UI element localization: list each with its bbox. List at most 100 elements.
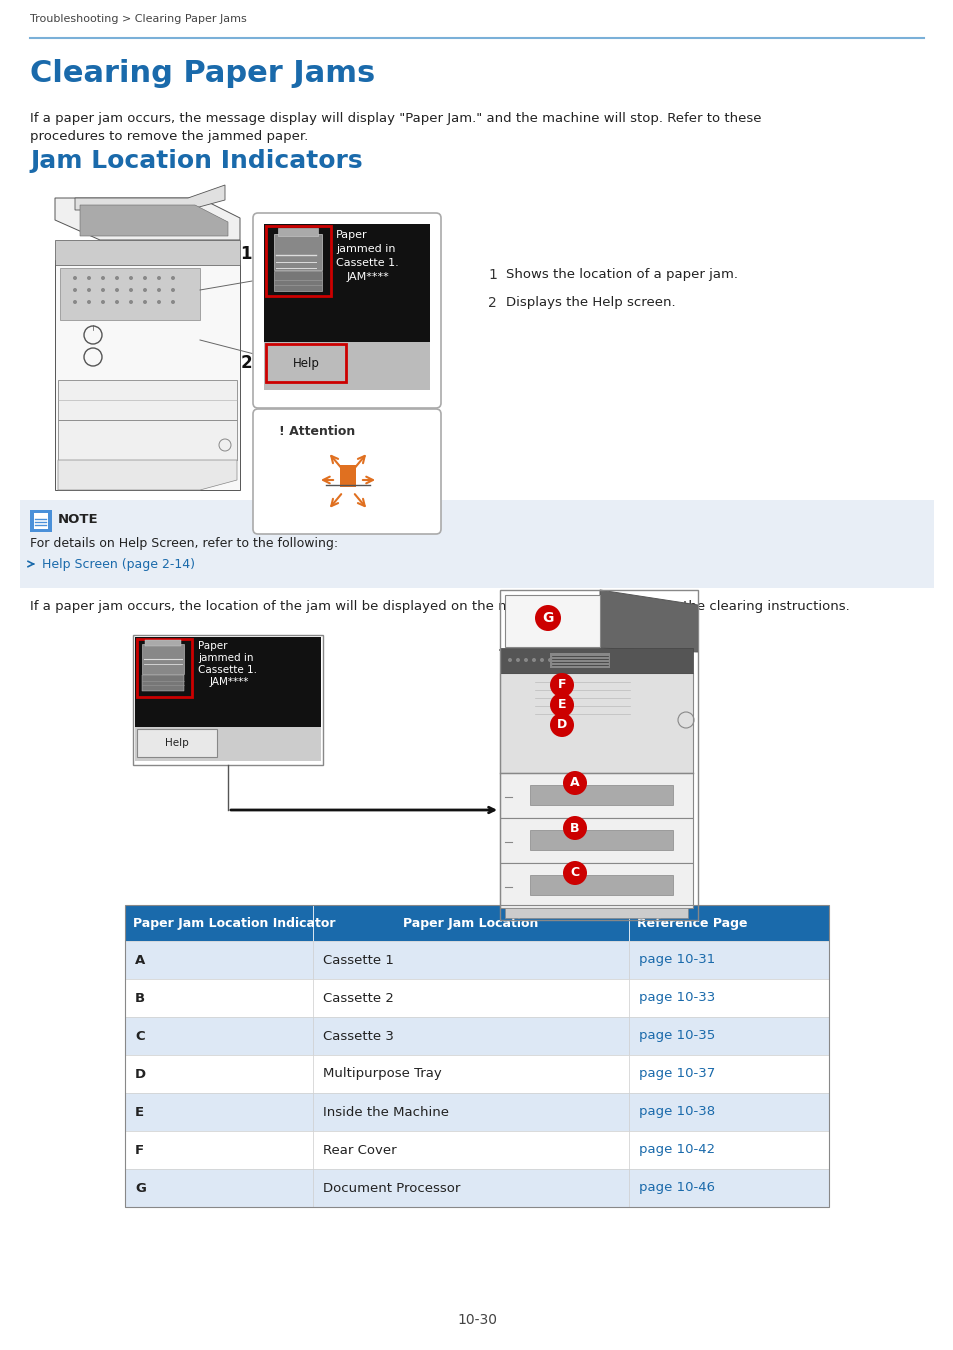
Bar bbox=[339, 464, 355, 487]
Bar bbox=[135, 637, 320, 728]
Text: Reference Page: Reference Page bbox=[637, 917, 747, 930]
Circle shape bbox=[129, 288, 132, 292]
Circle shape bbox=[101, 288, 105, 292]
Text: D: D bbox=[557, 718, 566, 732]
Text: ! Attention: ! Attention bbox=[278, 425, 355, 437]
Text: C: C bbox=[570, 867, 579, 879]
Circle shape bbox=[143, 300, 147, 304]
Polygon shape bbox=[80, 205, 228, 236]
Text: NOTE: NOTE bbox=[58, 513, 98, 526]
Bar bbox=[274, 271, 322, 292]
Circle shape bbox=[115, 300, 119, 304]
Polygon shape bbox=[599, 590, 698, 652]
FancyBboxPatch shape bbox=[253, 213, 440, 408]
Circle shape bbox=[516, 657, 519, 661]
Text: page 10-31: page 10-31 bbox=[639, 953, 715, 967]
Bar bbox=[20, 500, 933, 589]
Bar bbox=[628, 979, 828, 1017]
Bar bbox=[628, 941, 828, 979]
Text: B: B bbox=[135, 991, 145, 1004]
Circle shape bbox=[547, 657, 552, 661]
Text: F: F bbox=[558, 679, 566, 691]
Text: Paper: Paper bbox=[335, 230, 367, 240]
Circle shape bbox=[129, 300, 132, 304]
Circle shape bbox=[507, 657, 512, 661]
Circle shape bbox=[87, 275, 91, 279]
Text: Multipurpose Tray: Multipurpose Tray bbox=[323, 1068, 441, 1080]
Circle shape bbox=[73, 300, 77, 304]
Polygon shape bbox=[75, 185, 225, 211]
Circle shape bbox=[171, 275, 174, 279]
Circle shape bbox=[115, 288, 119, 292]
Text: page 10-42: page 10-42 bbox=[639, 1143, 715, 1157]
Circle shape bbox=[171, 300, 174, 304]
Bar bbox=[266, 344, 346, 382]
Bar bbox=[145, 640, 181, 647]
Text: D: D bbox=[135, 1068, 146, 1080]
Bar bbox=[313, 1017, 628, 1054]
Bar bbox=[132, 634, 323, 765]
Bar bbox=[264, 224, 430, 342]
Text: 1: 1 bbox=[240, 244, 252, 263]
Polygon shape bbox=[55, 198, 240, 240]
Text: Troubleshooting > Clearing Paper Jams: Troubleshooting > Clearing Paper Jams bbox=[30, 14, 247, 24]
Bar bbox=[628, 1169, 828, 1207]
Text: Cassette 3: Cassette 3 bbox=[323, 1030, 394, 1042]
Text: page 10-46: page 10-46 bbox=[639, 1181, 714, 1195]
Bar bbox=[628, 904, 828, 941]
Circle shape bbox=[532, 657, 536, 661]
Text: Document Processor: Document Processor bbox=[323, 1181, 460, 1195]
Circle shape bbox=[157, 300, 161, 304]
Circle shape bbox=[157, 288, 161, 292]
Text: Paper Jam Location: Paper Jam Location bbox=[403, 917, 538, 930]
Polygon shape bbox=[60, 269, 200, 320]
Bar bbox=[34, 513, 48, 529]
Text: A: A bbox=[570, 776, 579, 790]
Circle shape bbox=[129, 275, 132, 279]
Bar bbox=[142, 675, 184, 691]
Bar bbox=[530, 875, 672, 895]
Circle shape bbox=[73, 275, 77, 279]
Text: E: E bbox=[558, 698, 566, 711]
Text: Paper Jam Location Indicator: Paper Jam Location Indicator bbox=[132, 917, 335, 930]
Bar bbox=[125, 904, 313, 941]
Bar bbox=[313, 904, 628, 941]
Text: C: C bbox=[135, 1030, 145, 1042]
Text: JAM****: JAM**** bbox=[210, 676, 249, 687]
Polygon shape bbox=[58, 460, 236, 490]
Bar bbox=[628, 1017, 828, 1054]
Circle shape bbox=[157, 275, 161, 279]
Text: page 10-38: page 10-38 bbox=[639, 1106, 715, 1119]
Text: Cassette 1: Cassette 1 bbox=[323, 953, 394, 967]
Bar bbox=[530, 784, 672, 805]
Bar bbox=[313, 979, 628, 1017]
Text: Inside the Machine: Inside the Machine bbox=[323, 1106, 449, 1119]
Circle shape bbox=[562, 861, 586, 886]
Circle shape bbox=[562, 815, 586, 840]
Text: B: B bbox=[570, 822, 579, 834]
Text: G: G bbox=[135, 1181, 146, 1195]
Circle shape bbox=[562, 771, 586, 795]
FancyBboxPatch shape bbox=[253, 409, 440, 535]
Bar bbox=[313, 1131, 628, 1169]
Circle shape bbox=[87, 300, 91, 304]
Text: Help: Help bbox=[293, 356, 319, 370]
Polygon shape bbox=[55, 261, 240, 490]
Text: If a paper jam occurs, the message display will display "Paper Jam." and the mac: If a paper jam occurs, the message displ… bbox=[30, 112, 760, 126]
Bar bbox=[504, 909, 687, 918]
Bar bbox=[499, 863, 692, 909]
Circle shape bbox=[535, 605, 560, 630]
Text: G: G bbox=[541, 612, 553, 625]
Bar bbox=[313, 1169, 628, 1207]
Bar bbox=[125, 904, 828, 1207]
Text: For details on Help Screen, refer to the following:: For details on Help Screen, refer to the… bbox=[30, 537, 337, 549]
Polygon shape bbox=[58, 379, 236, 420]
Bar bbox=[499, 674, 692, 774]
Bar bbox=[499, 774, 692, 818]
Text: jammed in: jammed in bbox=[335, 244, 395, 254]
Circle shape bbox=[73, 288, 77, 292]
Text: Clearing Paper Jams: Clearing Paper Jams bbox=[30, 59, 375, 88]
Bar bbox=[30, 510, 52, 532]
Text: Help Screen (page 2-14): Help Screen (page 2-14) bbox=[42, 558, 194, 571]
Bar bbox=[125, 1054, 313, 1094]
